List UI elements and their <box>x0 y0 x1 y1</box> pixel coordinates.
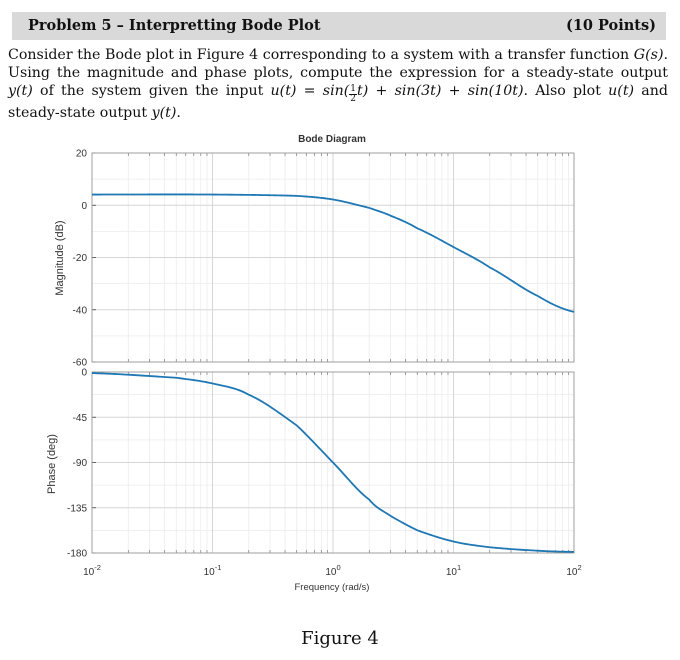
x-tick-exponent: 0 <box>336 563 340 572</box>
phase-axes: 0 -45 -90 -135 -180 <box>67 368 575 560</box>
math-yt: y(t) <box>8 83 33 99</box>
text-run: Consider the Bode plot in Figure 4 corre… <box>8 47 634 63</box>
x-tick-label: 10-2 <box>83 563 101 578</box>
phase-y-tick-label: -90 <box>73 458 88 469</box>
magnitude-y-tick-label: -60 <box>73 358 88 369</box>
x-axis-label: Frequency (rad/s) <box>295 582 370 593</box>
x-tick-base: 10 <box>566 567 578 578</box>
x-tick-label: 101 <box>446 563 461 578</box>
phase-curve <box>91 372 575 553</box>
magnitude-curve <box>92 193 575 313</box>
fraction-denominator: 2 <box>350 94 357 104</box>
x-tick-label: 10-1 <box>204 563 222 578</box>
text-run: . Also plot <box>523 83 609 99</box>
chart-title: Bode Diagram <box>298 134 366 145</box>
math-Gs: G(s) <box>633 47 664 63</box>
x-tick-base: 10 <box>325 567 337 578</box>
text-run: . <box>176 105 181 121</box>
problem-title: Problem 5 – Interpretting Bode Plot <box>28 17 321 34</box>
x-tick-exponent: 1 <box>457 563 461 572</box>
x-tick-exponent: 2 <box>577 563 581 572</box>
x-tick-labels: 10-2 10-1 100 101 102 <box>83 563 582 578</box>
phase-axis-label: Phase (deg) <box>46 434 58 494</box>
magnitude-axis-label: Magnitude (dB) <box>54 220 66 295</box>
math-input-lhs: u(t) = sin( <box>270 83 350 99</box>
x-tick-exponent: -2 <box>94 563 101 572</box>
x-tick-base: 10 <box>446 567 458 578</box>
magnitude-y-tick-label: -40 <box>73 305 88 316</box>
magnitude-frame <box>91 152 575 363</box>
x-tick-label: 102 <box>566 563 581 578</box>
fraction-numerator: 1 <box>349 84 358 95</box>
math-yt: y(t) <box>151 105 177 121</box>
text-run: of the system given the input <box>32 83 271 99</box>
phase-y-tick-label: 0 <box>81 368 87 379</box>
magnitude-y-tick-label: 0 <box>81 201 87 212</box>
phase-frame <box>91 371 575 554</box>
magnitude-y-tick-label: -20 <box>73 253 88 264</box>
phase-y-tick-label: -45 <box>73 413 88 424</box>
math-ut: u(t) <box>608 83 635 99</box>
phase-y-tick-label: -180 <box>67 549 87 560</box>
problem-statement: Consider the Bode plot in Figure 4 corre… <box>8 46 668 122</box>
phase-y-tick-label: -135 <box>67 503 87 514</box>
x-tick-label: 100 <box>325 563 340 578</box>
text-run: and steady-state output <box>8 83 668 121</box>
bode-plot: Bode Diagram 200-20-40-60 0-45-90-135-18… <box>46 134 582 593</box>
x-tick-base: 10 <box>204 567 216 578</box>
problem-points: (10 Points) <box>565 17 656 34</box>
figure-caption: Figure 4 <box>301 628 379 649</box>
magnitude-y-tick-label: 20 <box>76 149 88 160</box>
x-tick-base: 10 <box>83 567 95 578</box>
magnitude-axes: 20 0 -20 -40 -60 <box>73 149 575 369</box>
text-run: . Using the magnitude and phase plots, c… <box>8 47 668 81</box>
x-tick-exponent: -1 <box>215 563 222 572</box>
problem-header: Problem 5 – Interpretting Bode Plot (10 … <box>12 12 666 40</box>
math-input-rhs: t) + sin(3t) + sin(10t) <box>357 83 524 99</box>
